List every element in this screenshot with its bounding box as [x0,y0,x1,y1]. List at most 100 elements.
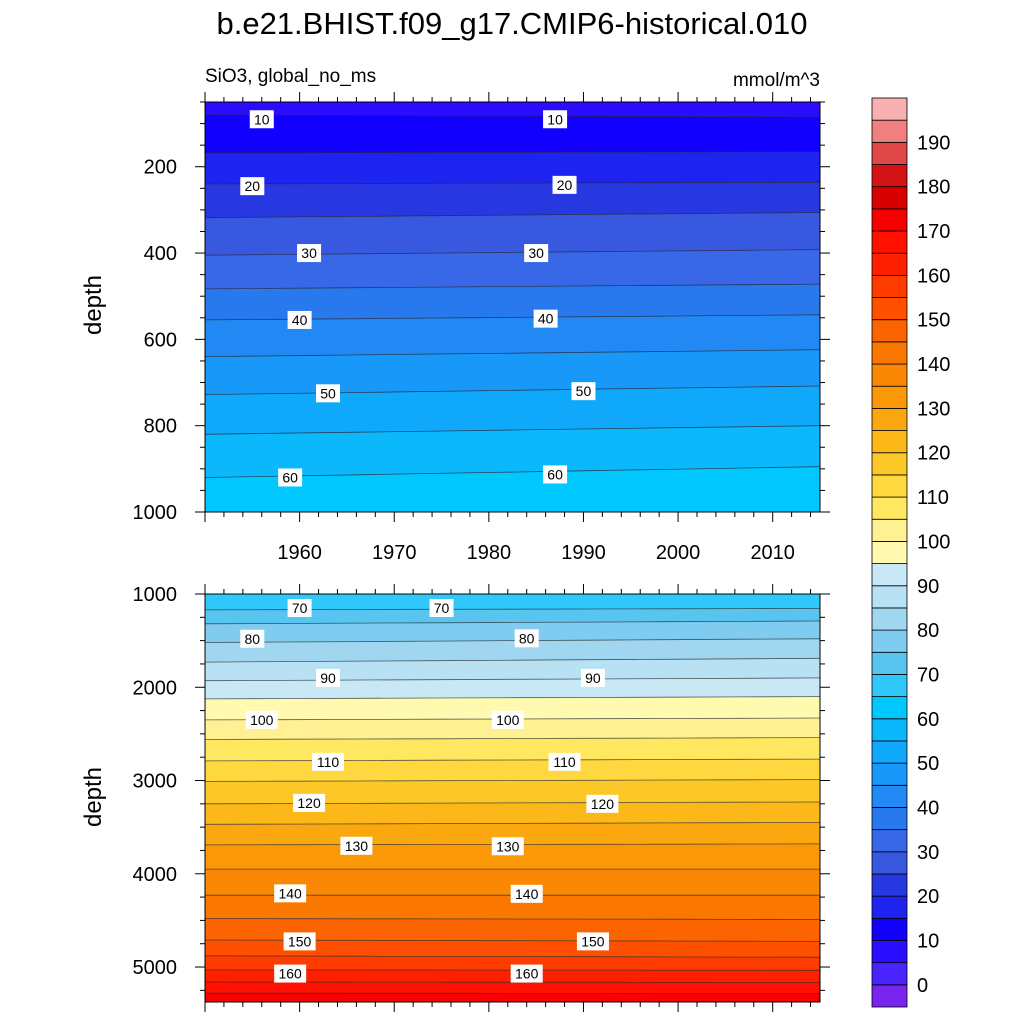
x-tick-label: 1990 [561,542,606,564]
colorbar-swatch [871,164,908,188]
contour-label-box [240,177,265,196]
colorbar: 0 10 20 30 40 50 60 70 80 90 100 110 120 130 140 150 160… [871,97,950,1008]
colorbar-swatch [871,319,908,343]
contour-line [205,425,820,435]
contour-line [205,349,820,357]
contour-label-box [548,752,581,771]
contour-fill-band [205,284,820,320]
contour-fill-band [205,249,820,289]
contour-label: 80 [245,631,261,647]
y-tick-label: 600 [144,329,177,351]
colorbar-label: 60 [917,709,939,731]
contour-fill-band [205,621,820,643]
contour-fill-band [205,869,820,896]
colorbar-swatch [871,363,908,387]
colorbar-label: 160 [917,265,950,287]
contour-fill-band [205,349,820,395]
contour-label: 160 [515,966,539,982]
contour-label-box [249,110,274,129]
colorbar-swatch [871,607,908,631]
contour-fill-band [205,918,820,942]
contour-line [205,696,820,700]
colorbar-label: 140 [917,354,950,376]
colorbar-swatch [871,496,908,520]
contour-line [205,212,820,219]
colorbar-swatch [871,829,908,853]
lower-y-axis-label: depth [80,767,107,827]
colorbar-label: 100 [917,531,950,553]
contour-label-box [312,752,344,771]
contour-label: 90 [585,670,601,686]
colorbar-label: 30 [917,842,939,864]
contour-fill-band [205,212,820,256]
contour-fill-band [205,737,820,761]
colorbar-swatch [871,385,908,409]
contour-label: 140 [515,886,539,902]
contour-label: 20 [557,177,573,193]
x-tick-label: 1970 [372,542,417,564]
contour-label-box [491,837,524,856]
contour-fill-band [205,425,820,478]
contour-label: 60 [547,466,563,482]
contour-label: 150 [288,933,312,949]
contour-label-box [240,629,265,648]
contour-fill-band [205,608,820,624]
colorbar-label: 190 [917,132,950,154]
colorbar-swatch [871,762,908,786]
y-tick-label: 400 [144,243,177,265]
colorbar-swatch [871,541,908,564]
colorbar-label: 170 [917,221,950,243]
contour-label: 160 [278,966,302,982]
colorbar-swatch [871,851,908,875]
contour-line [205,114,820,118]
y-tick-label: 2000 [133,677,178,699]
contour-label: 20 [245,178,261,194]
colorbar-swatch [871,629,908,653]
contour-fill-band [205,114,820,153]
contour-fill-band [205,386,820,435]
contour-fill-band [205,955,820,971]
colorbar-swatch [871,585,908,609]
y-tick-label: 5000 [133,957,178,979]
colorbar-swatch [871,186,908,210]
x-tick-label: 1960 [277,542,322,564]
colorbar-swatch [871,407,908,431]
colorbar-swatch [871,696,908,720]
contour-line [205,737,820,740]
contour-label-box [571,382,596,401]
contour-line [205,918,820,920]
contour-line [205,779,820,782]
contour-label-box [576,932,609,951]
contour-label-box [429,598,454,617]
colorbar-label: 110 [917,487,949,509]
contour-fill-band [205,314,820,357]
contour-label-box [274,884,307,903]
colorbar-swatch [871,784,908,808]
colorbar-swatch [871,297,908,321]
colorbar-swatch [871,208,908,232]
units-label: mmol/m^3 [733,70,820,91]
contour-label-box [510,964,543,983]
colorbar-swatch [871,674,908,698]
contour-line [205,181,820,185]
y-tick-label: 4000 [133,864,178,886]
lower-panel: 1000 2000 3000 4000 5000 70 70 80 80 90 90 100 100 11… [133,584,830,1012]
contour-fill-band [205,638,820,663]
contour-label-box [283,932,316,951]
colorbar-swatch [871,252,908,276]
colorbar-swatch [871,341,908,365]
colorbar-swatch [871,873,908,897]
contour-label: 50 [576,383,592,399]
contour-label: 50 [320,385,336,401]
contour-label-box [287,310,312,329]
y-tick-label: 1000 [133,584,178,606]
contour-label-box [293,793,326,812]
contour-line [205,992,820,994]
colorbar-swatch [871,518,908,542]
contour-label: 40 [292,312,308,328]
contour-fill-band [205,981,820,994]
contour-label: 140 [278,885,302,901]
contour-label: 110 [553,754,576,770]
contour-label-box [543,465,568,484]
